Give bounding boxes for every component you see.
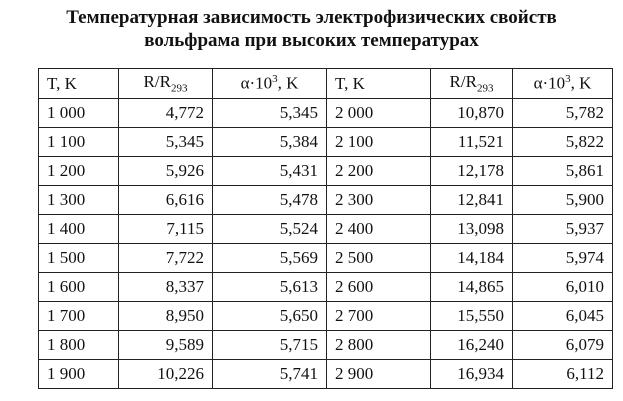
table-cell: 6,616 <box>118 185 213 215</box>
table-cell: 8,950 <box>118 301 213 331</box>
table-row: 1 500 7,722 5,569 2 500 14,184 5,974 <box>38 243 613 273</box>
table-cell: 5,741 <box>212 359 327 389</box>
table-cell: 5,822 <box>512 127 613 157</box>
table-cell: 2 500 <box>326 243 431 273</box>
column-header: T, K <box>38 68 119 99</box>
table-cell: 5,861 <box>512 156 613 186</box>
header-text: , K <box>570 73 592 93</box>
table-cell: 11,521 <box>430 127 513 157</box>
table-cell: 5,974 <box>512 243 613 273</box>
table-cell: 1 400 <box>38 214 119 244</box>
table-cell: 5,345 <box>118 127 213 157</box>
table-cell: 2 200 <box>326 156 431 186</box>
header-row: T, K R/R293 α·103, K T, K R/R293 α·103, K <box>38 68 613 99</box>
title-line: Температурная зависимость электрофизичес… <box>66 7 557 28</box>
header-text: α·10 <box>240 73 273 93</box>
table-cell: 14,184 <box>430 243 513 273</box>
table-cell: 2 900 <box>326 359 431 389</box>
header-subscript: 293 <box>170 82 188 95</box>
table-cell: 2 800 <box>326 330 431 360</box>
table-cell: 1 900 <box>38 359 119 389</box>
header-text: R/R <box>143 72 171 92</box>
table-cell: 6,079 <box>512 330 613 360</box>
table-cell: 5,478 <box>212 185 327 215</box>
table-cell: 7,722 <box>118 243 213 273</box>
column-header: α·103, K <box>512 68 613 99</box>
table-cell: 5,926 <box>118 156 213 186</box>
table-row: 1 200 5,926 5,431 2 200 12,178 5,861 <box>38 156 613 186</box>
table-cell: 5,569 <box>212 243 327 273</box>
table-row: 1 100 5,345 5,384 2 100 11,521 5,822 <box>38 127 613 157</box>
table-cell: 1 800 <box>38 330 119 360</box>
table-cell: 5,937 <box>512 214 613 244</box>
header-subscript: 293 <box>476 82 494 95</box>
header-text: T, K <box>47 73 77 93</box>
column-header: α·103, K <box>212 68 327 99</box>
table-cell: 5,345 <box>212 98 327 128</box>
header-text: T, K <box>335 73 365 93</box>
table-cell: 5,782 <box>512 98 613 128</box>
table-cell: 1 200 <box>38 156 119 186</box>
table-cell: 12,178 <box>430 156 513 186</box>
table-cell: 1 000 <box>38 98 119 128</box>
table-cell: 10,226 <box>118 359 213 389</box>
table-cell: 1 700 <box>38 301 119 331</box>
table-cell: 13,098 <box>430 214 513 244</box>
table-cell: 2 400 <box>326 214 431 244</box>
table-cell: 6,045 <box>512 301 613 331</box>
table-cell: 4,772 <box>118 98 213 128</box>
table-row: 1 000 4,772 5,345 2 000 10,870 5,782 <box>38 98 613 128</box>
table-row: 1 400 7,115 5,524 2 400 13,098 5,937 <box>38 214 613 244</box>
table-cell: 5,715 <box>212 330 327 360</box>
table-cell: 5,613 <box>212 272 327 302</box>
table-cell: 16,240 <box>430 330 513 360</box>
header-superscript: 3 <box>272 73 278 86</box>
header-text: , K <box>277 73 299 93</box>
table-cell: 2 300 <box>326 185 431 215</box>
table-cell: 2 100 <box>326 127 431 157</box>
table-row: 1 300 6,616 5,478 2 300 12,841 5,900 <box>38 185 613 215</box>
table-cell: 1 500 <box>38 243 119 273</box>
table-cell: 8,337 <box>118 272 213 302</box>
column-header: R/R293 <box>430 68 513 99</box>
table-cell: 10,870 <box>430 98 513 128</box>
column-header: T, K <box>326 68 431 99</box>
table-cell: 2 600 <box>326 272 431 302</box>
table-row: 1 600 8,337 5,613 2 600 14,865 6,010 <box>38 272 613 302</box>
table-cell: 2 000 <box>326 98 431 128</box>
table-body: 1 000 4,772 5,345 2 000 10,870 5,782 1 100 5,34… <box>38 98 613 389</box>
table-cell: 14,865 <box>430 272 513 302</box>
table-cell: 5,431 <box>212 156 327 186</box>
column-header: R/R293 <box>118 68 213 99</box>
table-row: 1 700 8,950 5,650 2 700 15,550 6,045 <box>38 301 613 331</box>
data-table: T, K R/R293 α·103, K T, K R/R293 α·103, K 1 0… <box>38 68 613 389</box>
table-cell: 5,524 <box>212 214 327 244</box>
table-row: 1 900 10,226 5,741 2 900 16,934 6,112 <box>38 359 613 389</box>
table-cell: 1 600 <box>38 272 119 302</box>
table-cell: 2 700 <box>326 301 431 331</box>
table-cell: 15,550 <box>430 301 513 331</box>
table-cell: 16,934 <box>430 359 513 389</box>
title-line: вольфрама при высоких температурах <box>144 30 479 51</box>
table-cell: 1 100 <box>38 127 119 157</box>
table-cell: 1 300 <box>38 185 119 215</box>
table-cell: 12,841 <box>430 185 513 215</box>
header-superscript: 3 <box>565 73 571 86</box>
table-row: 1 800 9,589 5,715 2 800 16,240 6,079 <box>38 330 613 360</box>
header-text: α·10 <box>533 73 566 93</box>
table-cell: 6,010 <box>512 272 613 302</box>
table-cell: 5,384 <box>212 127 327 157</box>
table-cell: 6,112 <box>512 359 613 389</box>
table-cell: 5,650 <box>212 301 327 331</box>
table-cell: 7,115 <box>118 214 213 244</box>
table-cell: 5,900 <box>512 185 613 215</box>
header-text: R/R <box>449 72 477 92</box>
table-cell: 9,589 <box>118 330 213 360</box>
